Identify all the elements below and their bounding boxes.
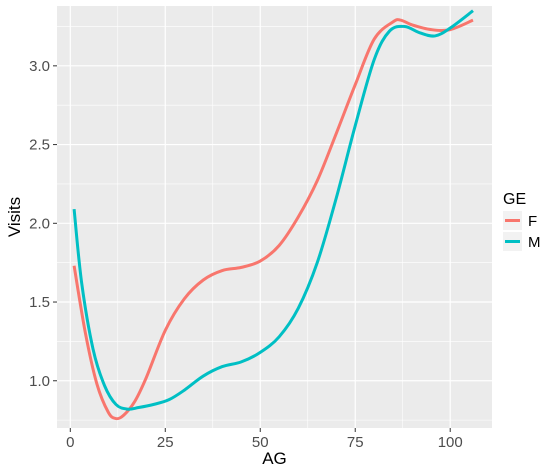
series-line-f <box>72 18 474 421</box>
x-tick-label: 50 <box>252 434 269 451</box>
legend-title: GE <box>503 191 526 208</box>
y-tick-label: 1.5 <box>29 294 50 311</box>
legend-label-f: F <box>528 213 537 230</box>
y-axis-ticks: 1.0 1.5 2.0 2.5 3.0 <box>29 58 57 390</box>
y-tick-label: 2.0 <box>29 215 50 232</box>
y-tick-label: 2.5 <box>29 137 50 154</box>
y-axis-title: Visits <box>5 197 24 237</box>
legend-label-m: M <box>528 234 541 251</box>
plot-panel <box>57 6 492 428</box>
x-tick-label: 75 <box>347 434 364 451</box>
x-tick-label: 25 <box>157 434 174 451</box>
x-tick-label: 100 <box>438 434 463 451</box>
x-axis-title: AG <box>262 449 287 468</box>
y-tick-label: 3.0 <box>29 58 50 75</box>
x-tick-label: 0 <box>66 434 74 451</box>
series-lines <box>72 9 474 421</box>
series-line-m <box>72 9 474 411</box>
major-gridlines <box>57 6 492 428</box>
legend: GE FM <box>503 191 541 251</box>
y-tick-label: 1.0 <box>29 373 50 390</box>
x-axis-ticks: 0 25 50 75 100 <box>66 428 463 451</box>
